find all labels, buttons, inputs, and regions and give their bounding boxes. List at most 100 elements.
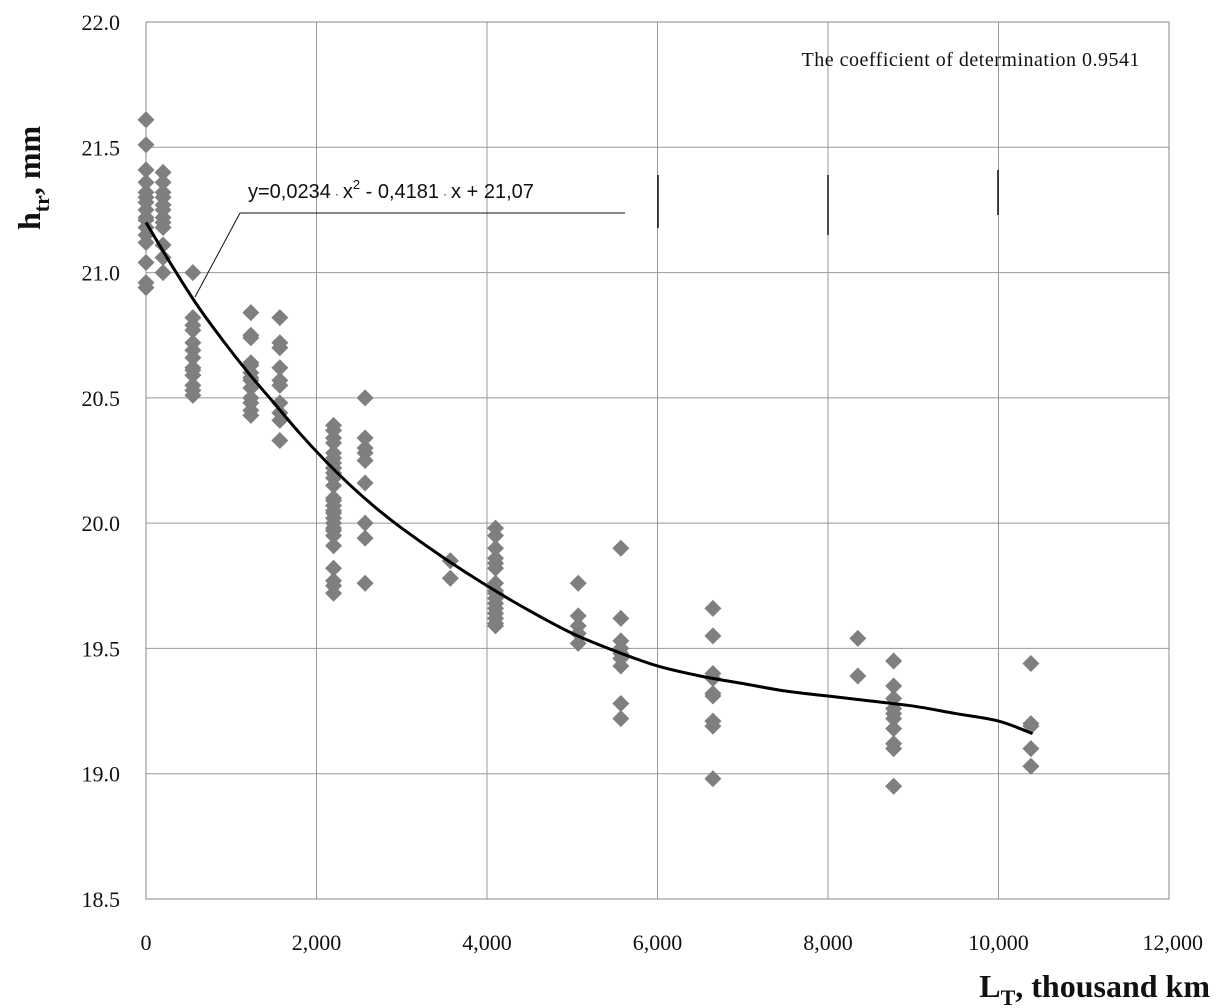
data-point [271,431,289,449]
x-tick-label: 12,000 [1143,930,1204,955]
data-point [137,161,155,179]
data-point [704,687,722,705]
data-point [356,439,374,457]
data-point [356,429,374,447]
data-point [885,677,903,695]
y-tick-label: 21.0 [82,261,121,286]
equation-leader-line [194,212,241,298]
data-point [612,539,630,557]
data-points [137,111,1040,795]
data-point [704,770,722,788]
data-point [325,537,343,555]
y-tick-label: 18.5 [82,887,121,912]
data-point [325,434,343,452]
data-point [184,321,202,339]
data-point [487,527,505,545]
data-point [569,574,587,592]
data-point [271,339,289,357]
data-point [612,609,630,627]
data-point [184,359,202,377]
data-point [137,136,155,154]
y-tick-label: 20.0 [82,511,121,536]
data-point [487,617,505,635]
x-tick-label: 6,000 [633,930,683,955]
data-point [704,599,722,617]
data-point [885,740,903,758]
data-point [325,527,343,545]
data-point [137,111,155,129]
annotation-coefficient: The coefficient of determination 0.9541 [802,49,1140,71]
data-point [704,717,722,735]
data-point [154,183,172,201]
data-point [356,452,374,469]
data-point [849,629,867,647]
data-point [487,559,505,577]
data-point [356,574,374,592]
data-point [569,607,587,625]
data-point [137,173,155,191]
data-point [325,489,343,507]
data-point [325,477,343,495]
data-point [154,249,172,267]
data-point [154,264,172,282]
y-tick-label: 19.0 [82,762,121,787]
data-point [137,188,155,206]
y-tick-label: 21.5 [82,135,121,160]
data-point [487,539,505,557]
x-axis-title: LT, thousand km [979,968,1210,1008]
plot-frame [145,21,1170,900]
data-point [612,710,630,728]
data-point [154,173,172,191]
data-point [356,389,374,407]
data-point [242,304,260,322]
data-point [242,329,260,347]
data-point [154,218,172,236]
data-point [1022,740,1040,758]
data-point [154,236,172,254]
data-point [184,264,202,282]
data-point [271,309,289,327]
x-tick-label: 10,000 [968,930,1029,955]
data-point [885,720,903,738]
x-tick-label: 2,000 [292,930,342,955]
y-tick-label: 20.5 [82,386,121,411]
data-point [356,474,374,492]
data-point [325,559,343,577]
data-point [885,652,903,670]
grid-lines [145,21,1170,900]
data-point [154,163,172,181]
data-point [1022,654,1040,672]
data-point [242,406,260,424]
data-point [137,254,155,272]
x-tick-label: 8,000 [803,930,853,955]
data-point [885,777,903,795]
y-tick-label: 22.0 [82,10,121,35]
data-point [184,386,202,404]
data-point [137,234,155,252]
data-point [184,349,202,367]
data-point [441,569,459,587]
data-point [271,359,289,377]
data-point [704,627,722,645]
data-point [612,695,630,713]
x-tick-label: 0 [141,930,152,955]
data-point [137,279,155,297]
data-point [1022,757,1040,775]
trend-line [144,221,1034,736]
equation-label: y=0,0234 · x2 - 0,4181 · x + 21,07 [248,177,534,203]
data-point [849,667,867,685]
y-tick-labels: 18.5 19.0 19.5 20.0 20.5 21.0 21.5 22.0 [82,10,121,912]
y-axis-title: htr, mm [11,125,54,230]
data-point [242,379,260,397]
data-point [271,376,289,394]
data-point [137,208,155,226]
data-point [356,514,374,532]
x-tick-labels: 0 2,000 4,000 6,000 8,000 10,000 12,000 [141,930,1204,955]
x-tick-label: 4,000 [462,930,512,955]
data-point [885,710,903,728]
y-tick-label: 19.5 [82,636,121,661]
data-point [356,529,374,547]
data-point [325,584,343,602]
data-point [612,657,630,675]
